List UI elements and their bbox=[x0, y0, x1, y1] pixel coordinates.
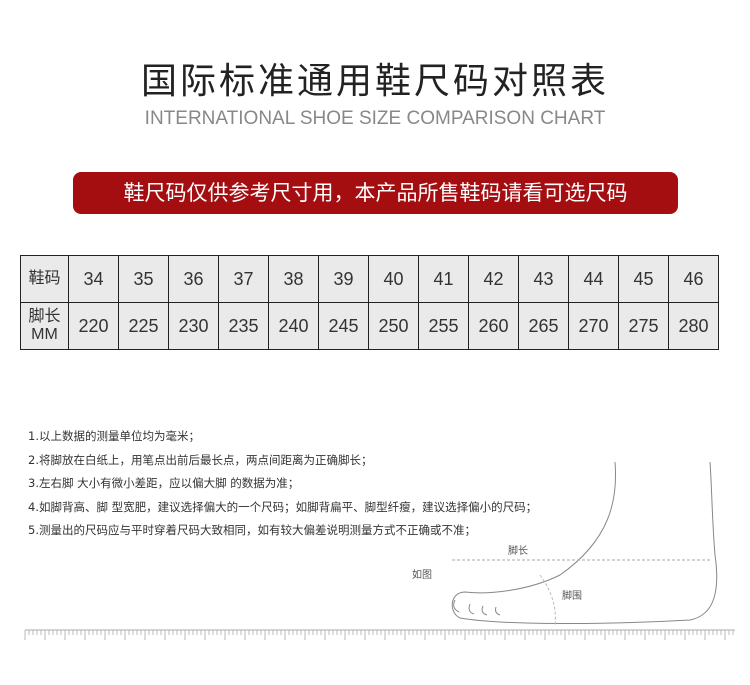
length-cell: 240 bbox=[268, 302, 319, 350]
size-cell: 40 bbox=[368, 255, 419, 303]
length-cell: 275 bbox=[618, 302, 669, 350]
table-row-length: 脚长 MM 220 225 230 235 240 245 250 255 260 265 270 275… bbox=[20, 302, 719, 350]
as-shown-label: 如图 bbox=[412, 570, 432, 581]
length-cell: 245 bbox=[318, 302, 369, 350]
size-cell: 34 bbox=[68, 255, 119, 303]
size-cell: 37 bbox=[218, 255, 269, 303]
length-cell: 265 bbox=[518, 302, 569, 350]
length-cell: 280 bbox=[668, 302, 719, 350]
length-cell: 235 bbox=[218, 302, 269, 350]
size-cell: 45 bbox=[618, 255, 669, 303]
length-cell: 260 bbox=[468, 302, 519, 350]
length-cell: 220 bbox=[68, 302, 119, 350]
size-cell: 44 bbox=[568, 255, 619, 303]
notice-banner: 鞋尺码仅供参考尺寸用，本产品所售鞋码请看可选尺码 bbox=[73, 172, 678, 214]
length-cell: 230 bbox=[168, 302, 219, 350]
note: 3.左右脚 大小有微小差距，应以偏大脚 的数据为准； bbox=[28, 476, 300, 490]
foot-girth-label: 脚围 bbox=[562, 591, 582, 602]
ruler-ticks bbox=[24, 630, 734, 640]
row-header-line: 脚长 bbox=[28, 308, 61, 325]
notes-list: 1.以上数据的测量单位均为毫米； 2.将脚放在白纸上，用笔点出前后最长点，两点间… bbox=[28, 425, 537, 543]
note: 5.测量出的尺码应与平时穿着尺码大致相同，如有较大偏差说明测量方式不正确或不准； bbox=[28, 523, 476, 537]
size-table: 鞋码 34 35 36 37 38 39 40 41 42 43 44 45 46 脚长 MM 220 225 2… bbox=[20, 255, 719, 350]
note: 2.将脚放在白纸上，用笔点出前后最长点，两点间距离为正确脚长； bbox=[28, 452, 373, 467]
note: 4.如脚背高、脚 型宽肥，建议选择偏大的一个尺码；如脚背扁平、脚型纤瘦，建议选择… bbox=[28, 499, 538, 514]
size-cell: 38 bbox=[268, 255, 319, 303]
row-header-unit: MM bbox=[31, 326, 58, 343]
length-cell: 270 bbox=[568, 302, 619, 350]
length-cell: 250 bbox=[368, 302, 419, 350]
note: 1.以上数据的测量单位均为毫米； bbox=[28, 429, 200, 443]
page-title: 国际标准通用鞋尺码对照表 bbox=[140, 61, 609, 102]
row-header: 鞋码 bbox=[20, 255, 69, 303]
size-cell: 46 bbox=[668, 255, 719, 303]
row-header: 脚长 MM bbox=[20, 302, 69, 350]
foot-length-label: 脚长 bbox=[508, 546, 528, 557]
foot-outline bbox=[451, 461, 718, 625]
page-subtitle: INTERNATIONAL SHOE SIZE COMPARISON CHART bbox=[144, 108, 606, 129]
size-cell: 41 bbox=[418, 255, 469, 303]
